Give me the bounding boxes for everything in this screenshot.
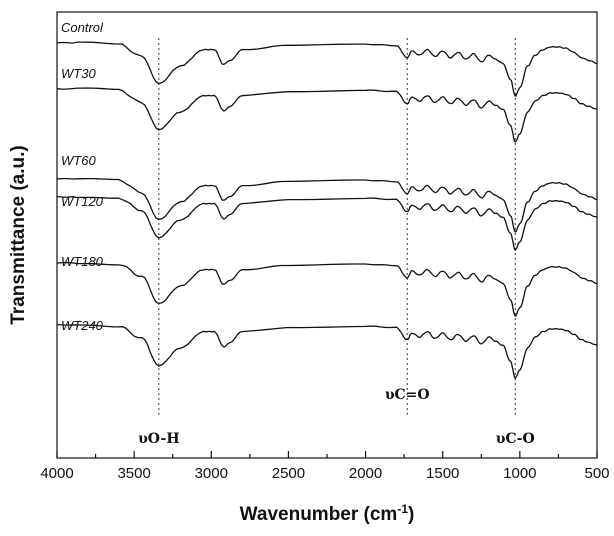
plot-frame [56, 11, 598, 459]
x-tick-label: 1000 [503, 465, 536, 482]
series-line-wt30 [56, 87, 598, 143]
x-tick-label: 1500 [426, 465, 459, 482]
annotation-3: υC-O [496, 431, 535, 447]
reference-lines [158, 38, 516, 418]
x-tick-label: 4000 [40, 465, 73, 482]
x-axis-title: Wavenumber (cm-1) [240, 502, 415, 525]
x-tick-label: 500 [584, 465, 609, 482]
peak-annotations: υO-H υC=O υC-O [138, 387, 535, 447]
y-axis-title: Transmittance (a.u.) [8, 145, 29, 325]
series-line-wt60 [56, 177, 598, 233]
series-label-wt180: WT180 [61, 254, 104, 269]
series-line-control [56, 41, 598, 97]
x-tick-label: 2000 [349, 465, 382, 482]
x-tick-label: 3500 [117, 465, 150, 482]
series-line-wt120 [56, 195, 598, 251]
x-tick-label: 3000 [195, 465, 228, 482]
annotation-1: υO-H [138, 431, 179, 447]
series-label-wt60: WT60 [61, 153, 96, 168]
series-line-wt180 [56, 261, 598, 317]
annotation-2: υC=O [385, 387, 430, 403]
spectra-traces [56, 41, 598, 379]
x-axis-title-close: ) [408, 504, 414, 525]
x-tick-label: 2500 [272, 465, 305, 482]
x-axis-title-main: Wavenumber (cm [240, 504, 398, 525]
x-axis: 4000 3500 3000 2500 2000 1500 1000 500 [40, 451, 610, 482]
series-label-wt120: WT120 [61, 194, 104, 209]
plot-area-border [56, 11, 598, 459]
series-line-wt240 [56, 323, 598, 379]
series-labels: Control WT30 WT60 WT120 WT180 WT240 [61, 20, 104, 333]
series-label-wt240: WT240 [61, 318, 104, 333]
x-axis-title-superscript: -1 [397, 502, 408, 516]
series-label-wt30: WT30 [61, 66, 96, 81]
series-label-control: Control [61, 20, 104, 35]
